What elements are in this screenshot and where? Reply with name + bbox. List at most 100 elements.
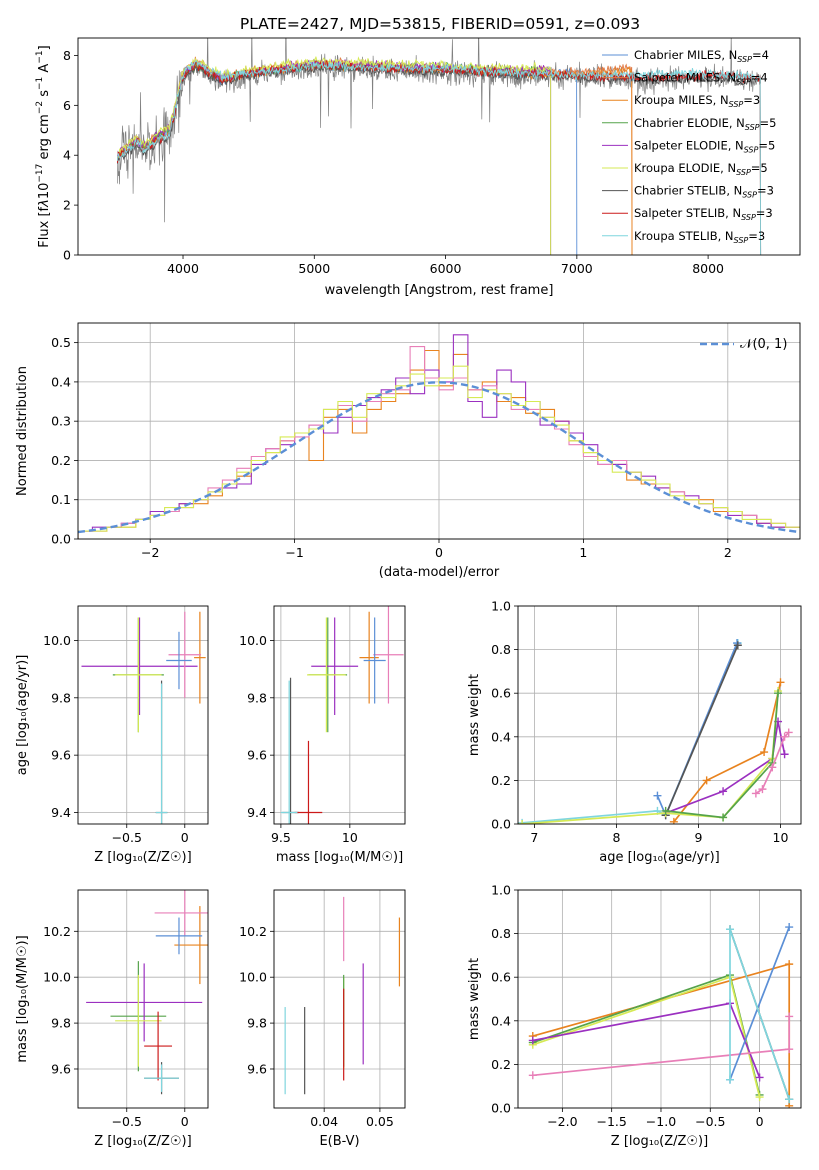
- x-axis-label: (data-model)/error: [379, 565, 500, 580]
- x-tick-label: 9.5: [271, 830, 291, 845]
- legend-label: Chabrier STELIB, NSSP=3: [634, 184, 774, 200]
- errorbar: [166, 631, 192, 690]
- weight-marker: [785, 1045, 794, 1054]
- weight-marker: [780, 732, 789, 741]
- weight-marker: [785, 1012, 794, 1021]
- weight-marker: [774, 689, 783, 698]
- axes-frame: [273, 605, 406, 825]
- errorbar: [174, 906, 208, 985]
- errorbar: [115, 617, 162, 733]
- x-tick-label: 10: [773, 830, 789, 845]
- y-tick-label: 2: [63, 198, 71, 213]
- x-tick-label: 0: [181, 830, 189, 845]
- y-tick-label: 0.2: [51, 453, 71, 468]
- x-tick-label: 0: [435, 545, 443, 560]
- errorbars: [284, 896, 401, 1095]
- errorbar: [294, 740, 323, 824]
- weight-series-line: [532, 1002, 761, 1078]
- x-tick-label: 1: [579, 545, 587, 560]
- y-tick-label: 9.6: [247, 1061, 267, 1076]
- y-tick-label: 0.2: [491, 773, 511, 788]
- y-tick-label: 0.0: [491, 1101, 511, 1116]
- axes-frame: [77, 322, 801, 540]
- x-tick-label: 10: [342, 830, 358, 845]
- y-tick-label: 9.4: [51, 805, 71, 820]
- weight-marker: [719, 787, 728, 796]
- legend-label: Salpeter MILES, NSSP=4: [634, 71, 768, 87]
- age-vs-Z-panel: −0.5 0 9.4 9.6 9.8 10.0 Z [log₁₀(Z/Z☉)] age [lo…: [15, 605, 209, 865]
- weight-marker: [758, 785, 767, 794]
- x-tick-label: 8: [612, 830, 620, 845]
- weight-marker: [518, 820, 527, 824]
- weight-lines: [518, 639, 793, 824]
- legend-label: Kroupa ELODIE, NSSP=5: [634, 161, 768, 177]
- x-axis-label: Z [log₁₀(Z/Z☉)]: [611, 1134, 708, 1149]
- legend-label: Chabrier ELODIE, NSSP=5: [634, 116, 776, 132]
- weight-marker: [785, 923, 794, 932]
- x-axis-label: Z [log₁₀(Z/Z☉)]: [94, 1134, 191, 1149]
- residuals-panel: −2 −1 0 1 2 0.0 0.1 0.2 0.3 0.4 0.5 (data-model)/er…: [15, 322, 801, 580]
- y-tick-label: 0.8: [491, 926, 511, 941]
- legend-label: Kroupa STELIB, NSSP=3: [634, 229, 765, 245]
- mass-vs-Z-panel: −0.5 0 9.6 9.8 10.0 10.2 Z [log₁₀(Z/Z☉)] mass […: [15, 889, 209, 1149]
- weight-marker: [653, 791, 662, 800]
- y-tick-label: 9.6: [247, 748, 267, 763]
- errorbar: [307, 617, 346, 733]
- x-tick-label: 0: [181, 1114, 189, 1129]
- axes-frame: [517, 605, 802, 825]
- y-axis-label: Flux [fλ10−17 erg cm−2 s−1 A−1]: [35, 45, 52, 247]
- errorbar: [155, 683, 168, 824]
- errorbar: [359, 611, 379, 704]
- weight-marker: [776, 678, 785, 687]
- x-axis-label: E(B-V): [319, 1134, 359, 1149]
- y-tick-label: 0.5: [51, 335, 71, 350]
- errorbar: [280, 680, 298, 824]
- figure-title: PLATE=2427, MJD=53815, FIBERID=0591, z=0…: [240, 15, 640, 33]
- y-tick-label: 9.8: [51, 690, 71, 705]
- y-tick-label: 9.6: [51, 1061, 71, 1076]
- y-axis-label: age [log₁₀(age/yr)]: [15, 655, 30, 776]
- x-tick-label: 4000: [167, 261, 199, 276]
- spectrum-legend: Chabrier MILES, NSSP=4 Salpeter MILES, NS…: [602, 48, 776, 245]
- x-tick-label: 6000: [430, 261, 462, 276]
- weight-marker: [751, 789, 760, 798]
- x-tick-label: 7: [530, 830, 538, 845]
- histogram-step: [78, 365, 800, 539]
- weight-marker: [785, 1095, 794, 1104]
- y-tick-label: 6: [63, 98, 71, 113]
- y-tick-label: 10.0: [43, 970, 71, 985]
- spectrum-model-line: [116, 56, 633, 255]
- axes-frame: [517, 889, 802, 1109]
- errorbar: [363, 617, 386, 704]
- errorbars: [81, 611, 206, 824]
- spectrum-lines: [116, 38, 762, 255]
- weight-marker: [726, 1075, 735, 1084]
- x-tick-label: −2.0: [547, 1114, 577, 1129]
- weight-series-line: [665, 721, 786, 814]
- axes-frame: [77, 889, 209, 1109]
- y-tick-label: 9.6: [51, 748, 71, 763]
- weight-series-line: [673, 682, 782, 823]
- errorbars: [280, 606, 404, 824]
- x-tick-label: −0.5: [695, 1114, 725, 1129]
- y-axis-label: mass [log₁₀(M/M☉)]: [15, 935, 30, 1062]
- x-tick-label: −0.5: [112, 1114, 142, 1129]
- y-tick-label: 0.1: [51, 492, 71, 507]
- x-axis-label: wavelength [Angstrom, rest frame]: [325, 283, 554, 298]
- spectrum-model-line: [116, 61, 633, 255]
- x-tick-label: −2: [141, 545, 159, 560]
- residuals-lines: [78, 334, 800, 539]
- y-tick-label: 10.0: [43, 633, 71, 648]
- y-tick-label: 0.4: [51, 374, 71, 389]
- x-axis-label: Z [log₁₀(Z/Z☉)]: [94, 850, 191, 865]
- spectrum-model-line: [116, 56, 552, 255]
- spectrum-model-line: [116, 62, 762, 255]
- weight-marker: [669, 817, 678, 824]
- axes-frame: [273, 889, 406, 1109]
- x-axis-label: age [log₁₀(age/yr)]: [599, 850, 720, 865]
- weight-marker: [719, 813, 728, 822]
- y-tick-label: 10.2: [43, 924, 71, 939]
- weight-series-line: [532, 976, 761, 1098]
- errorbar: [154, 890, 208, 936]
